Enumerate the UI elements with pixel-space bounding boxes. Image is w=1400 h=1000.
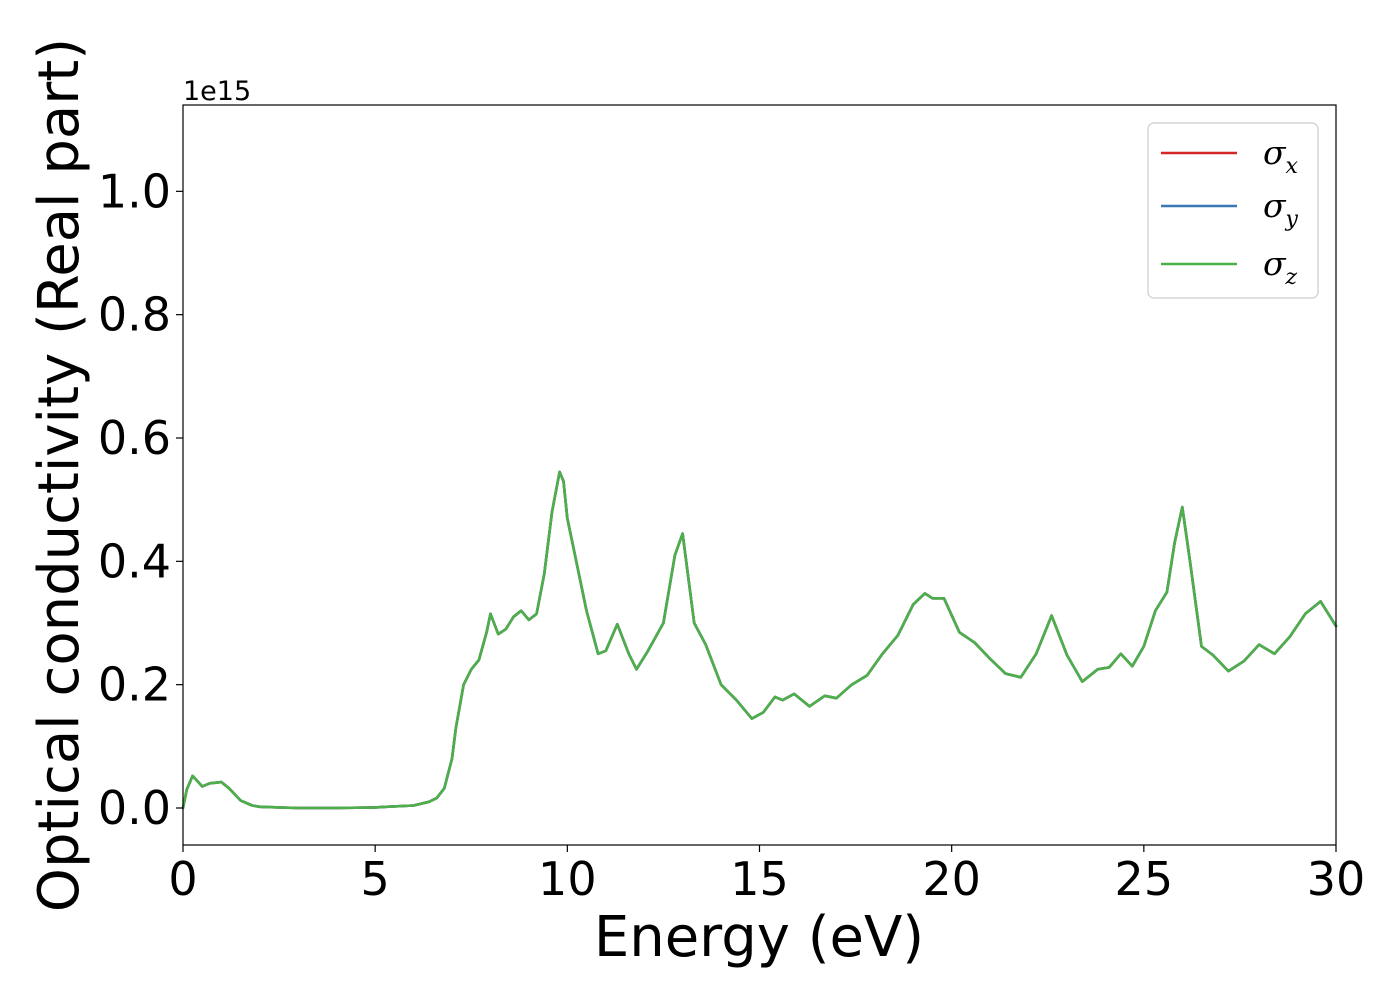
y-tick-label: 1.0 [98,164,171,218]
y-tick-label: 0.0 [98,781,171,835]
x-tick-label: 0 [168,852,197,906]
legend-label-z: σz [1263,244,1298,290]
y-tick-label: 0.8 [98,288,171,342]
x-axis-ticks: 0 5 10 15 20 25 30 [168,845,1365,906]
series-line-0 [181,470,1338,810]
y-offset-label: 1e15 [183,76,251,107]
x-tick-label: 10 [538,852,597,906]
y-axis-ticks: 0.0 0.2 0.4 0.6 0.8 1.0 [98,164,183,835]
y-axis-label: Optical conductivity (Real part) [27,38,92,912]
y-tick-label: 0.4 [98,534,171,588]
y-tick-label: 0.6 [98,411,171,465]
x-tick-label: 25 [1115,852,1174,906]
legend-box [1147,122,1319,299]
series-layer [181,470,1338,810]
series-line-2 [181,470,1338,810]
y-tick-label: 0.2 [98,658,171,712]
x-tick-label: 15 [730,852,789,906]
x-tick-label: 20 [922,852,981,906]
x-axis-label: Energy (eV) [594,905,924,970]
x-tick-label: 5 [361,852,390,906]
x-tick-label: 30 [1307,852,1366,906]
series-line-1 [181,470,1338,810]
